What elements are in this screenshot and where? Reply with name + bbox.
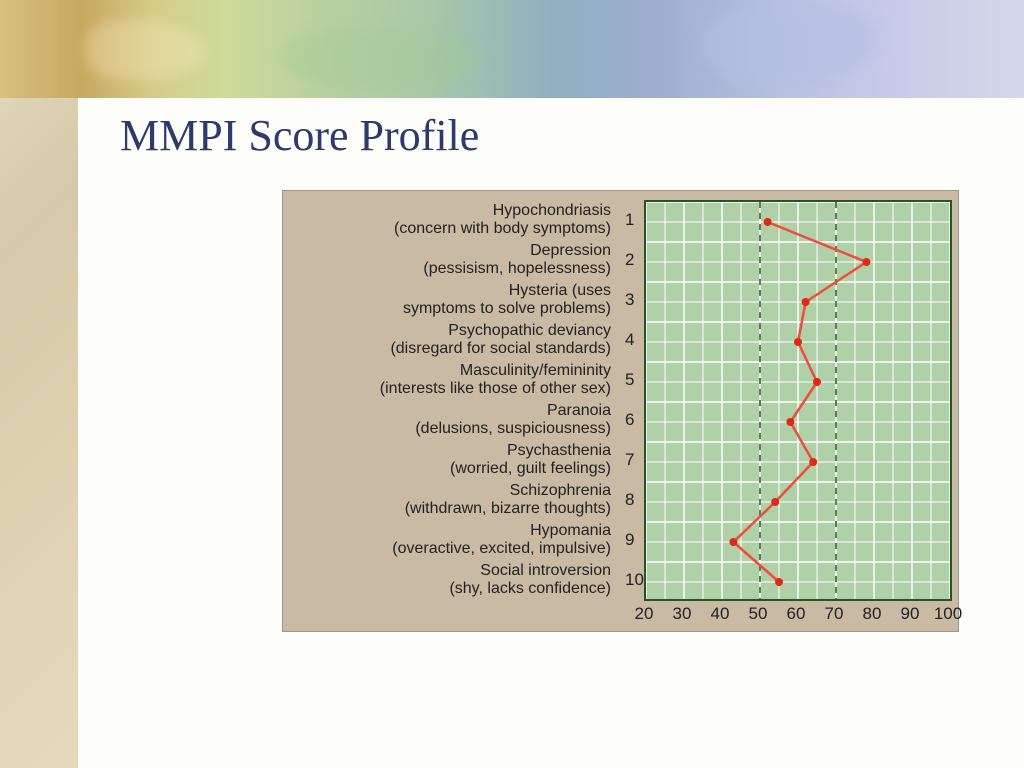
x-tick-label: 90 [901, 604, 920, 624]
scale-main-text: Psychopathic deviancy [283, 322, 611, 340]
scale-sub-text: (delusions, suspiciousness) [283, 420, 611, 438]
scale-number: 6 [625, 410, 634, 430]
scale-number: 3 [625, 290, 634, 310]
scale-number: 2 [625, 250, 634, 270]
x-tick-label: 50 [749, 604, 768, 624]
scale-sub-text: (disregard for social standards) [283, 340, 611, 358]
scale-label: Masculinity/femininity(interests like th… [283, 362, 611, 397]
scale-number: 10 [625, 570, 644, 590]
scale-main-text: Psychasthenia [283, 442, 611, 460]
scale-number: 4 [625, 330, 634, 350]
scale-sub-text: (pessisism, hopelessness) [283, 260, 611, 278]
scale-label: Hysteria (usessymptoms to solve problems… [283, 282, 611, 317]
scale-label: Psychasthenia(worried, guilt feelings) [283, 442, 611, 477]
scale-main-text: Social introversion [283, 562, 611, 580]
scale-number: 5 [625, 370, 634, 390]
x-tick-label: 60 [787, 604, 806, 624]
x-tick-label: 100 [934, 604, 962, 624]
scale-main-text: Hypochondriasis [283, 202, 611, 220]
scale-main-text: Depression [283, 242, 611, 260]
scale-main-text: Hypomania [283, 522, 611, 540]
scale-label: Hypomania(overactive, excited, impulsive… [283, 522, 611, 557]
slide-title: MMPI Score Profile [120, 110, 479, 161]
scale-sub-text: (withdrawn, bizarre thoughts) [283, 500, 611, 518]
scale-label: Paranoia(delusions, suspiciousness) [283, 402, 611, 437]
mmpi-chart: Hypochondriasis(concern with body sympto… [282, 190, 959, 632]
scale-sub-text: (shy, lacks confidence) [283, 580, 611, 598]
scale-sub-text: (overactive, excited, impulsive) [283, 540, 611, 558]
scale-main-text: Hysteria (uses [283, 282, 611, 300]
left-texture-border [0, 0, 78, 768]
x-tick-label: 70 [825, 604, 844, 624]
x-tick-label: 20 [635, 604, 654, 624]
scale-main-text: Masculinity/femininity [283, 362, 611, 380]
scale-sub-text: symptoms to solve problems) [283, 300, 611, 318]
scale-sub-text: (interests like those of other sex) [283, 380, 611, 398]
scale-number: 9 [625, 530, 634, 550]
scale-number: 8 [625, 490, 634, 510]
scale-labels-column: Hypochondriasis(concern with body sympto… [283, 191, 621, 601]
scale-label: Hypochondriasis(concern with body sympto… [283, 202, 611, 237]
plot-svg [646, 202, 950, 599]
scale-label: Social introversion(shy, lacks confidenc… [283, 562, 611, 597]
scale-main-text: Schizophrenia [283, 482, 611, 500]
x-tick-label: 30 [673, 604, 692, 624]
scale-number: 7 [625, 450, 634, 470]
scale-label: Psychopathic deviancy(disregard for soci… [283, 322, 611, 357]
scale-label: Depression(pessisism, hopelessness) [283, 242, 611, 277]
scale-number: 1 [625, 210, 634, 230]
x-tick-label: 80 [863, 604, 882, 624]
scale-label: Schizophrenia(withdrawn, bizarre thought… [283, 482, 611, 517]
scale-sub-text: (worried, guilt feelings) [283, 460, 611, 478]
x-tick-label: 40 [711, 604, 730, 624]
x-axis-labels: 2030405060708090100 [644, 604, 956, 628]
scale-sub-text: (concern with body symptoms) [283, 220, 611, 238]
plot-area [644, 200, 952, 601]
scale-main-text: Paranoia [283, 402, 611, 420]
